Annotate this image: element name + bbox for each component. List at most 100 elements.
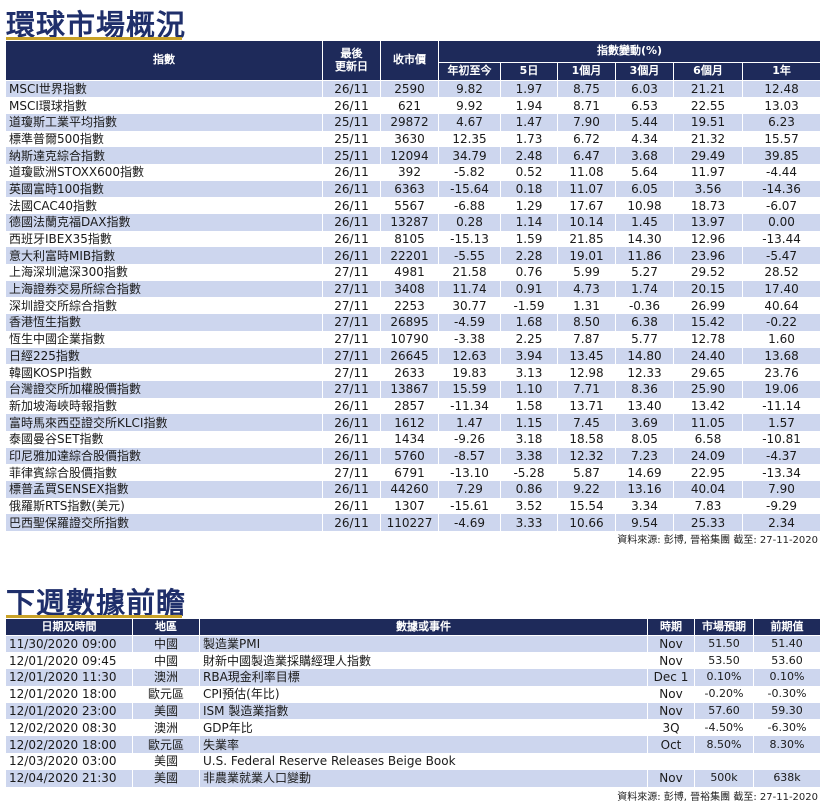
header-region: 地區 [132, 618, 200, 636]
region-cell: 澳洲 [132, 719, 200, 737]
change-1y-cell: 1.57 [741, 414, 822, 431]
index-name-cell: MSCI環球指數 [5, 97, 323, 114]
change-5d-cell: 3.18 [500, 430, 558, 448]
datetime-cell: 12/01/2020 18:00 [5, 685, 133, 703]
region-cell: 澳洲 [132, 669, 200, 686]
change-1m-cell: 6.72 [557, 130, 616, 148]
datetime-cell: 12/01/2020 23:00 [5, 702, 133, 720]
change-1m-cell: 1.31 [557, 297, 616, 315]
forecast-cell [694, 753, 754, 770]
change-1m-cell: 6.47 [557, 147, 616, 164]
change-3m-cell: 7.23 [615, 447, 674, 465]
change-6m-cell: 19.51 [673, 113, 743, 131]
change-1m-cell: 11.08 [557, 163, 616, 181]
change-1m-cell: 12.98 [557, 364, 616, 381]
change-5d-cell: 0.76 [500, 264, 558, 281]
change-3m-cell: -0.36 [615, 297, 674, 315]
change-1y-cell: 7.90 [741, 481, 822, 498]
close-value-cell: 12094 [380, 147, 439, 164]
change-3m-cell: 5.27 [615, 264, 674, 281]
index-name-cell: 道瓊斯工業平均指數 [5, 113, 323, 131]
change-1m-cell: 15.54 [557, 497, 616, 515]
close-value-cell: 13287 [380, 214, 439, 231]
change-5d-cell: 3.52 [500, 497, 558, 515]
header-period: 1個月 [557, 62, 616, 81]
ytd-change-cell: 19.83 [438, 364, 501, 381]
index-name-cell: 法國CAC40指數 [5, 197, 323, 214]
change-3m-cell: 14.69 [615, 464, 674, 481]
change-3m-cell: 6.03 [615, 80, 674, 98]
market-row: 泰國曼谷SET指數 26/11 1434 -9.26 3.18 18.58 8.05 6.58… [5, 430, 822, 448]
region-cell: 歐元區 [132, 736, 200, 754]
change-1y-cell: 15.57 [741, 130, 822, 148]
events-table: 日期及時間 地區 數據或事件 時期 市場預期 前期值 11/30/2020 09… [5, 618, 821, 787]
header-updated: 最後 更新日 [322, 40, 381, 81]
change-6m-cell: 13.42 [673, 397, 743, 415]
index-name-cell: 俄羅斯RTS指數(美元) [5, 497, 323, 515]
close-value-cell: 2857 [380, 397, 439, 415]
market-row: 上海證券交易所綜合指數 27/11 3408 11.74 0.91 4.73 1.74 20.… [5, 280, 822, 298]
change-3m-cell: 13.40 [615, 397, 674, 415]
ytd-change-cell: -9.26 [438, 430, 501, 448]
market-row: MSCI環球指數 26/11 621 9.92 1.94 8.71 6.53 22.55 13.… [5, 97, 822, 114]
change-5d-cell: 1.97 [500, 80, 558, 98]
change-3m-cell: 3.69 [615, 414, 674, 431]
ytd-change-cell: -4.69 [438, 514, 501, 532]
market-row: 恆生中國企業指數 27/11 10790 -3.38 2.25 7.87 5.77 12.78… [5, 330, 822, 348]
region-cell: 歐元區 [132, 685, 200, 703]
updated-date-cell: 25/11 [322, 113, 381, 131]
market-section-title: 環球市場概況 [6, 8, 187, 42]
change-6m-cell: 29.52 [673, 264, 743, 281]
change-6m-cell: 25.90 [673, 380, 743, 398]
change-1m-cell: 4.73 [557, 280, 616, 298]
change-5d-cell: -1.59 [500, 297, 558, 315]
previous-cell: 0.10% [753, 669, 821, 686]
period-cell: Nov [647, 635, 695, 653]
header-period: 1年 [741, 62, 822, 81]
ytd-change-cell: 12.35 [438, 130, 501, 148]
change-5d-cell: 0.18 [500, 180, 558, 198]
header-updated-line1: 最後 [340, 46, 363, 60]
market-table-body: MSCI世界指數 26/11 2590 9.82 1.97 8.75 6.03 21.21 12… [5, 80, 822, 532]
change-5d-cell: 1.15 [500, 414, 558, 431]
index-name-cell: 新加坡海峽時報指數 [5, 397, 323, 415]
header-period: 3個月 [615, 62, 674, 81]
forecast-cell: 53.50 [694, 652, 754, 670]
header-period: 年初至今 [438, 62, 501, 81]
updated-date-cell: 27/11 [322, 314, 381, 331]
change-3m-cell: 9.54 [615, 514, 674, 532]
index-name-cell: 日經225指數 [5, 347, 323, 365]
market-table: 指數 最後 更新日 收市價 指數變動(%) 年初至今 5日 1個月 3個月 6個… [5, 40, 822, 532]
datetime-cell: 12/03/2020 03:00 [5, 753, 133, 770]
header-previous: 前期值 [753, 618, 821, 636]
change-3m-cell: 3.68 [615, 147, 674, 164]
change-5d-cell: 1.73 [500, 130, 558, 148]
close-value-cell: 2253 [380, 297, 439, 315]
change-5d-cell: 3.38 [500, 447, 558, 465]
market-row: 巴西聖保羅證交所指數 26/11 110227 -4.69 3.33 10.66 9.54 2… [5, 514, 822, 532]
market-row: 日經225指數 27/11 26645 12.63 3.94 13.45 14.80 24.4… [5, 347, 822, 365]
change-1y-cell: 40.64 [741, 297, 822, 315]
close-value-cell: 22201 [380, 247, 439, 265]
close-value-cell: 26645 [380, 347, 439, 365]
header-updated-line2: 更新日 [335, 59, 368, 73]
updated-date-cell: 25/11 [322, 147, 381, 164]
index-name-cell: 香港恆生指數 [5, 314, 323, 331]
close-value-cell: 1307 [380, 497, 439, 515]
change-1y-cell: -0.22 [741, 314, 822, 331]
market-row: 台灣證交所加權股價指數 27/11 13867 15.59 1.10 7.71 8.36 25… [5, 380, 822, 398]
index-name-cell: 台灣證交所加權股價指數 [5, 380, 323, 398]
previous-cell: 8.30% [753, 736, 821, 754]
change-6m-cell: 15.42 [673, 314, 743, 331]
market-row: 韓國KOSPI指數 27/11 2633 19.83 3.13 12.98 12.33 29.… [5, 364, 822, 381]
event-row: 12/01/2020 09:45 中國 財新中國製造業採購經理人指數 Nov 53.50… [5, 652, 821, 670]
market-source-note: 資料來源: 彭博, 晉裕集團 截至: 27-11-2020 [617, 535, 818, 546]
change-1m-cell: 13.71 [557, 397, 616, 415]
close-value-cell: 13867 [380, 380, 439, 398]
change-6m-cell: 40.04 [673, 481, 743, 498]
ytd-change-cell: 12.63 [438, 347, 501, 365]
market-row: 西班牙IBEX35指數 26/11 8105 -15.13 1.59 21.85 14.30… [5, 230, 822, 248]
change-5d-cell: 2.28 [500, 247, 558, 265]
change-1m-cell: 21.85 [557, 230, 616, 248]
event-cell: RBA現金利率目標 [199, 669, 648, 686]
